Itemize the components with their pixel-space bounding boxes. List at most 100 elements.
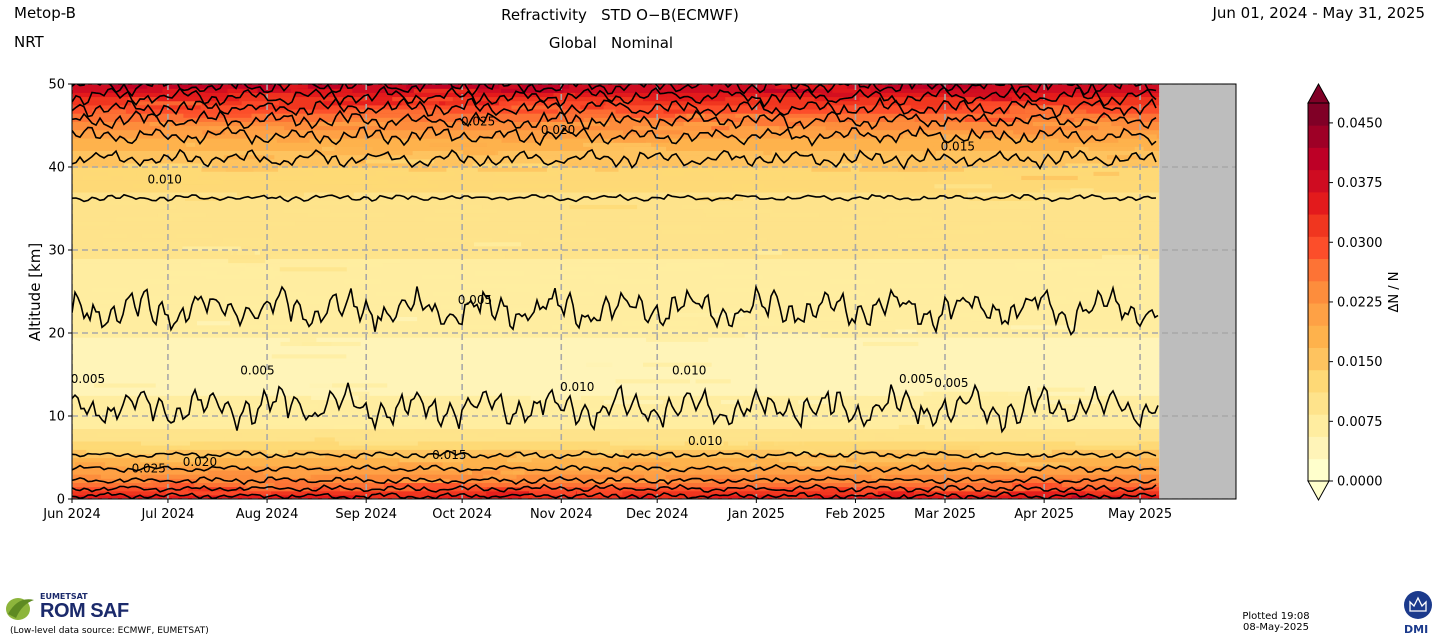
heat-cell [161, 125, 233, 131]
heat-cell [79, 162, 116, 168]
contour-line [72, 450, 1157, 460]
heat-cell [142, 349, 198, 355]
contour-line [72, 382, 1159, 434]
heat-cell [733, 465, 754, 471]
heat-cell [1100, 137, 1157, 143]
heat-cell [362, 416, 412, 421]
heat-band [72, 299, 1160, 305]
heat-cell [386, 428, 415, 434]
colorbar-segment [1308, 191, 1329, 215]
heat-cell [1040, 113, 1101, 118]
heat-cell [891, 283, 963, 288]
heat-cell [723, 411, 759, 417]
heat-cell [716, 287, 778, 293]
heat-cell [601, 133, 625, 139]
heat-cell [593, 137, 646, 143]
heat-cell [710, 171, 767, 176]
heat-band [72, 428, 1160, 434]
heat-band [72, 212, 1160, 218]
heat-cell [925, 445, 991, 450]
heat-cell [592, 113, 638, 118]
heat-cell [310, 474, 361, 479]
heat-cell [268, 312, 343, 317]
heat-cell [141, 154, 173, 160]
heat-cell [434, 150, 463, 156]
heat-cell [399, 457, 463, 463]
heat-cell [1018, 349, 1046, 355]
heat-cell [848, 432, 875, 438]
contour-line [72, 475, 1157, 486]
heat-cell [691, 254, 719, 259]
heat-cell [937, 436, 965, 442]
heat-cell [240, 270, 283, 276]
heat-cell [81, 349, 131, 355]
heat-cell [678, 474, 754, 479]
heat-cell [885, 117, 915, 122]
heat-band [72, 254, 1160, 259]
heat-cell [338, 440, 418, 446]
plotted-time: Plotted 19:08 [1242, 611, 1310, 622]
contour-line [72, 491, 1157, 499]
contour-line [72, 463, 1157, 473]
heat-cell [507, 229, 540, 234]
heat-cell [677, 349, 748, 355]
heat-cell [719, 457, 755, 463]
heat-cell [109, 308, 133, 313]
heat-cell [966, 175, 1017, 181]
heat-cell [103, 233, 127, 239]
heat-cell [673, 461, 751, 467]
heat-cell [812, 113, 864, 118]
heat-cell [819, 171, 852, 176]
heat-band [72, 353, 1160, 359]
heat-cell [225, 295, 280, 301]
heat-cell [366, 96, 405, 102]
heat-band [72, 175, 1160, 181]
heat-cell [613, 258, 661, 264]
heat-cell [424, 237, 492, 243]
heat-cell [266, 449, 288, 454]
heat-cell [913, 142, 934, 147]
x-tick-label: Dec 2024 [626, 507, 688, 522]
heat-cell [327, 104, 398, 110]
heat-cell [132, 303, 164, 309]
heat-band [72, 386, 1160, 392]
heat-cell [343, 108, 408, 114]
heat-cell [1101, 254, 1149, 259]
heat-cell [220, 133, 301, 139]
heat-cell [618, 461, 671, 467]
heat-cell [615, 378, 690, 384]
heat-cell [247, 445, 282, 450]
heat-cell [987, 154, 1025, 160]
heat-cell [971, 316, 1028, 322]
heat-cell [922, 374, 959, 380]
heat-cell [818, 328, 867, 334]
heat-cell [1042, 187, 1071, 193]
colorbar-segment [1308, 392, 1329, 415]
heat-cell [340, 262, 383, 268]
heat-cell [1064, 175, 1106, 181]
heat-cell [992, 370, 1046, 376]
heat-cell [293, 200, 374, 205]
heat-band [72, 432, 1160, 438]
chart-title: Refractivity STD O−B(ECMWF) [501, 6, 739, 24]
heat-cell [1116, 453, 1137, 459]
heat-cell [310, 162, 339, 168]
heat-cell [610, 440, 685, 446]
heat-cell [782, 382, 806, 388]
heat-cell [683, 121, 727, 127]
contour-line [72, 483, 1157, 493]
heat-band [72, 391, 1160, 396]
heat-cell [178, 474, 253, 479]
heat-band [72, 357, 1160, 363]
heat-cell [547, 453, 573, 459]
heat-cell [795, 449, 856, 454]
heat-cell [666, 262, 710, 268]
heat-cell [248, 324, 314, 330]
heat-cell [654, 494, 704, 499]
heat-cell [141, 233, 165, 239]
heatmap-field [72, 84, 1160, 499]
heat-cell [868, 258, 924, 264]
heat-band [72, 411, 1160, 417]
heat-cell [246, 482, 275, 488]
heat-cell [964, 117, 1016, 122]
